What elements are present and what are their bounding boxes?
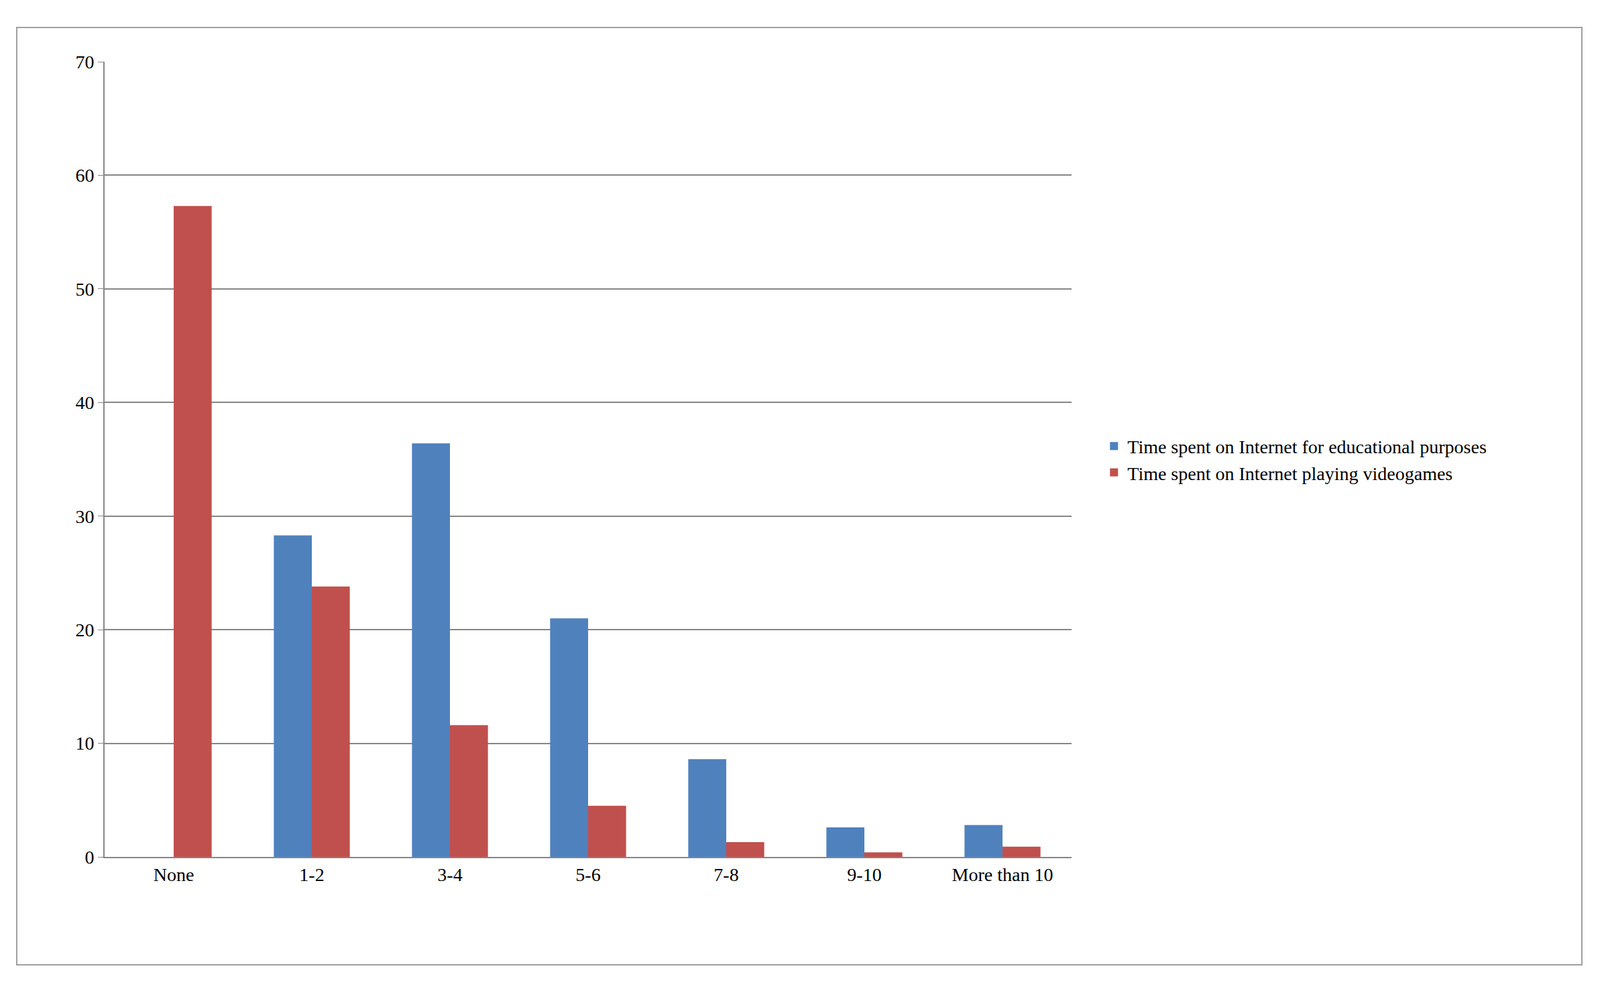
svg-text:50: 50 xyxy=(75,278,94,300)
svg-text:5-6: 5-6 xyxy=(575,864,601,886)
svg-text:70: 70 xyxy=(75,51,94,73)
svg-text:9-10: 9-10 xyxy=(846,864,882,886)
svg-text:30: 30 xyxy=(75,506,94,528)
svg-text:3-4: 3-4 xyxy=(437,864,463,886)
svg-text:Time spent on Internet playing: Time spent on Internet playing videogame… xyxy=(1127,463,1453,485)
svg-text:More than 10: More than 10 xyxy=(952,864,1054,886)
svg-text:None: None xyxy=(153,864,195,886)
svg-text:1-2: 1-2 xyxy=(299,864,324,886)
svg-text:60: 60 xyxy=(75,164,94,186)
svg-text:20: 20 xyxy=(75,619,94,641)
svg-text:10: 10 xyxy=(75,732,94,754)
svg-text:7-8: 7-8 xyxy=(713,864,739,886)
svg-text:Time spent on Internet for edu: Time spent on Internet for educational p… xyxy=(1127,436,1487,458)
svg-text:40: 40 xyxy=(75,392,94,414)
svg-text:0: 0 xyxy=(84,846,94,868)
